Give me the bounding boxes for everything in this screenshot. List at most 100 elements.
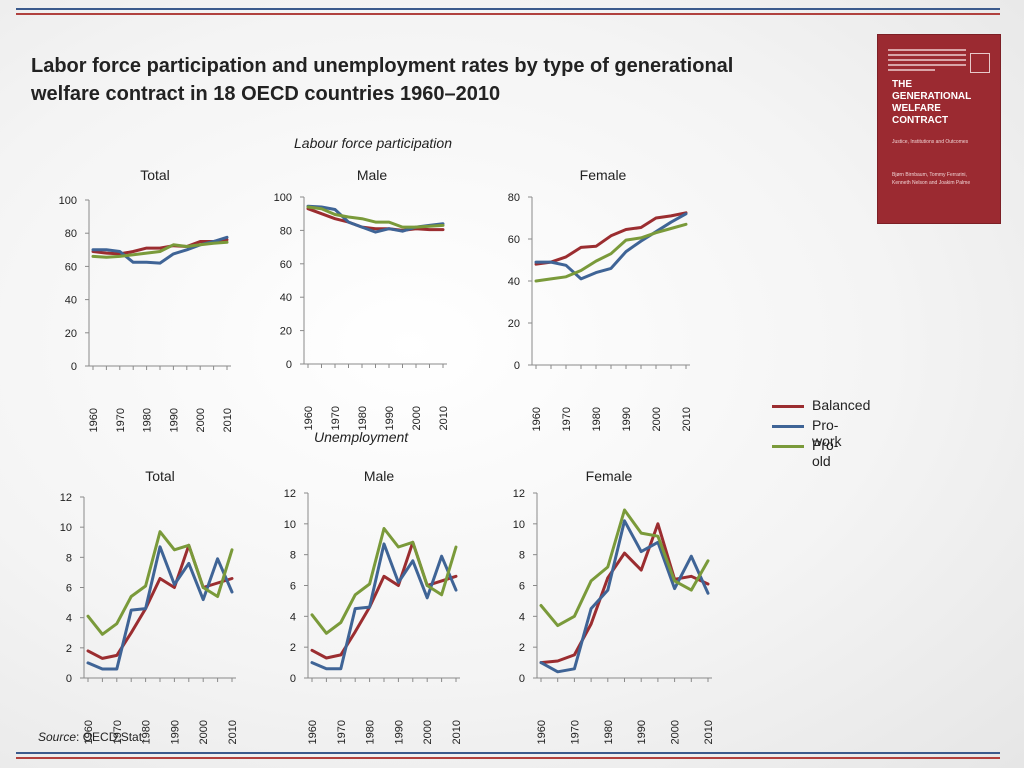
unemp-male-y-tick-label: 4 (290, 611, 296, 623)
unemp-total-x-tick-label: 1970 (112, 720, 124, 744)
lfp-total-title: Total (140, 167, 170, 183)
unemp-male-line-pro-old (310, 527, 458, 635)
unemp-female-y-tick-label: 12 (513, 488, 525, 500)
lfp-total-y-tick-label: 20 (65, 328, 77, 340)
lfp-total-y-tick-label: 60 (65, 261, 77, 273)
lfp-total-x-tick-label: 2010 (222, 408, 234, 432)
book-authors: Bjørn Birnbaum, Tommy Ferrarini, Kenneth… (892, 172, 971, 186)
lfp-male-y-tick-label: 40 (280, 292, 292, 304)
legend-swatch-pro-work (772, 425, 804, 428)
legend-swatch-pro-old (772, 445, 804, 448)
unemp-female-y-tick-label: 10 (513, 519, 525, 531)
unemp-male-x-tick-label: 2000 (422, 720, 434, 744)
unemp-male-line-balanced (310, 540, 458, 660)
lfp-male-line-pro-old (306, 205, 445, 229)
legend-label-balanced: Balanced (812, 397, 871, 413)
unemp-female-title: Female (586, 468, 633, 484)
lfp-female-x-tick-label: 1960 (531, 407, 543, 431)
lfp-male-y-tick-label: 60 (280, 259, 292, 271)
top-rule-blue (16, 8, 1000, 10)
unemp-female-x-tick-label: 2010 (703, 720, 715, 744)
book-cover-image: THE GENERATIONAL WELFARE CONTRACT Justic… (877, 34, 1001, 224)
lfp-total-x-tick-label: 1980 (142, 408, 154, 432)
unemp-total-y-tick-label: 2 (66, 643, 72, 655)
unemp-female-line-pro-old (539, 508, 710, 628)
lfp-total-x-tick-label: 1970 (115, 408, 127, 432)
lfp-total-x-tick-label: 2000 (195, 408, 207, 432)
unemp-female-y-tick-label: 0 (519, 673, 525, 685)
unemp-female-y-tick-label: 4 (519, 611, 525, 623)
unemp-total-y-tick-label: 6 (66, 583, 72, 595)
lfp-male-y-tick-label: 80 (280, 225, 292, 237)
bottom-rule-blue (16, 752, 1000, 754)
source-label: Source (38, 730, 77, 744)
unemp-female-y-tick-label: 8 (519, 550, 525, 562)
unemp-female-y-tick-label: 2 (519, 642, 525, 654)
book-title: THE GENERATIONAL WELFARE CONTRACT (892, 79, 972, 126)
source-note: Source: OECD.Stat. (38, 730, 145, 744)
lfp-total-y-tick-label: 100 (59, 195, 77, 207)
lfp-total-line-pro-old (91, 240, 229, 259)
lfp-male-x-tick-label: 1980 (357, 406, 369, 430)
unemp-total-line-pro-old (86, 530, 234, 636)
lfp-total-line-balanced (91, 238, 229, 256)
unemp-male-x-tick-label: 2010 (451, 720, 463, 744)
unemp-total-y-tick-label: 0 (66, 673, 72, 685)
unemp-female-line-pro-work (539, 519, 710, 674)
lfp-total-x-tick-label: 1990 (168, 408, 180, 432)
source-text: : OECD.Stat. (76, 730, 146, 744)
legend-label-pro-old: Pro-old (812, 437, 839, 469)
bottom-rule-red (16, 757, 1000, 759)
lfp-male-x-tick-label: 1990 (384, 406, 396, 430)
unemp-female-x-tick-label: 1960 (536, 720, 548, 744)
unemp-total-x-tick-label: 1960 (83, 720, 95, 744)
legend-swatch-balanced (772, 405, 804, 408)
unemp-total-y-tick-label: 12 (60, 492, 72, 504)
lfp-female-x-tick-label: 2010 (681, 407, 693, 431)
unemp-male-title: Male (364, 468, 395, 484)
unemp-male-y-tick-label: 8 (290, 550, 296, 562)
lfp-female-y-tick-label: 20 (508, 318, 520, 330)
unemp-male-y-tick-label: 10 (284, 519, 296, 531)
unemp-female-x-tick-label: 1980 (603, 720, 615, 744)
lfp-male-x-tick-label: 1960 (303, 406, 315, 430)
book-blurb-text-lines (888, 49, 966, 74)
lfp-male-x-tick-label: 1970 (330, 406, 342, 430)
unemp-total-y-tick-label: 4 (66, 613, 72, 625)
lfp-total-y-tick-label: 0 (71, 361, 77, 373)
lfp-male-x-tick-label: 2000 (411, 406, 423, 430)
lfp-total-y-tick-label: 80 (65, 228, 77, 240)
unemp-total-title: Total (145, 468, 175, 484)
unemp-male-y-tick-label: 2 (290, 642, 296, 654)
book-subtitle: Justice, Institutions and Outcomes (892, 139, 969, 145)
unemp-total-x-tick-label: 1980 (141, 720, 153, 744)
lfp-male-x-tick-label: 2010 (438, 406, 450, 430)
lfp-female-y-tick-label: 60 (508, 234, 520, 246)
unemp-total-x-tick-label: 1990 (169, 720, 181, 744)
unemp-female-line-balanced (539, 522, 710, 665)
unemp-male-y-tick-label: 0 (290, 673, 296, 685)
lfp-female-y-tick-label: 80 (508, 192, 520, 204)
lfp-male-line-balanced (306, 207, 445, 232)
lfp-total-y-tick-label: 40 (65, 295, 77, 307)
unemp-total-y-tick-label: 10 (60, 522, 72, 534)
legend-label-pro-work: Pro-work (812, 417, 842, 449)
unemp-female-x-tick-label: 2000 (670, 720, 682, 744)
lfp-female-x-tick-label: 1980 (591, 407, 603, 431)
lfp-female-y-tick-label: 0 (514, 360, 520, 372)
lfp-female-x-tick-label: 1990 (621, 407, 633, 431)
lfp-female-x-tick-label: 2000 (651, 407, 663, 431)
unemp-male-y-tick-label: 6 (290, 581, 296, 593)
unemp-male-x-tick-label: 1970 (336, 720, 348, 744)
unemp-male-line-pro-work (310, 542, 458, 671)
lfp-male-title: Male (357, 167, 388, 183)
unemp-male-y-tick-label: 12 (284, 488, 296, 500)
unemp-male-x-tick-label: 1960 (307, 720, 319, 744)
unemp-total-y-tick-label: 8 (66, 552, 72, 564)
unemp-female-x-tick-label: 1990 (636, 720, 648, 744)
unemp-male-x-tick-label: 1990 (393, 720, 405, 744)
lfp-female-line-pro-old (534, 222, 688, 283)
lfp-female-line-pro-work (534, 212, 688, 281)
unemp-male-x-tick-label: 1980 (365, 720, 377, 744)
